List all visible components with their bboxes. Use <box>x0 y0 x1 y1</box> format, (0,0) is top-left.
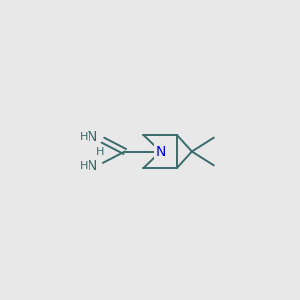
Text: H: H <box>80 161 88 171</box>
Text: N: N <box>155 145 166 158</box>
Text: H: H <box>80 132 88 142</box>
Text: H: H <box>96 147 104 157</box>
Text: N: N <box>87 159 97 173</box>
Text: N: N <box>87 130 97 144</box>
